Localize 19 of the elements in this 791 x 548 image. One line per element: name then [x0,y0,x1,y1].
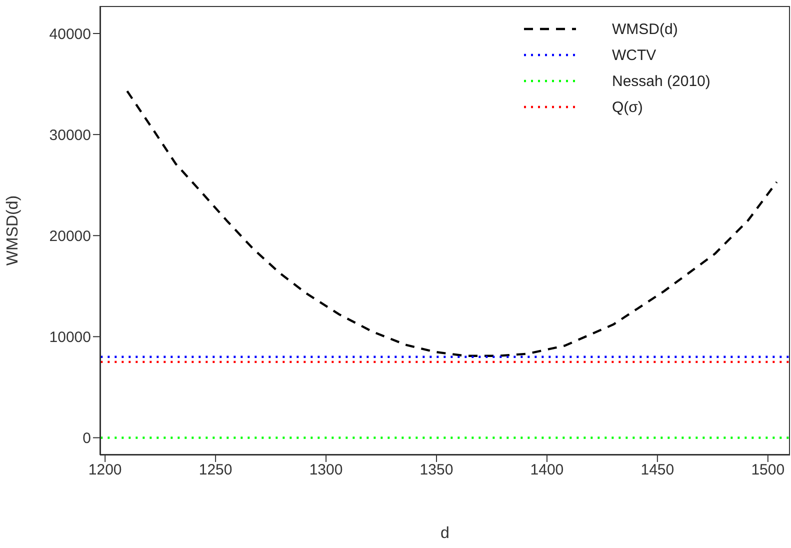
y-tick-label: 30000 [49,126,91,144]
x-tick-label: 1300 [309,462,343,479]
y-axis-title: WMSD(d) [4,195,22,266]
y-tick-label: 10000 [49,328,91,346]
x-tick-label: 1350 [420,462,454,479]
x-tick-label: 1500 [751,462,785,479]
x-tick-label: 1250 [198,462,232,479]
x-tick-label: 1200 [88,462,122,479]
x-tick-label: 1450 [640,462,674,479]
x-axis-title: d [440,525,450,542]
legend-label: WMSD(d) [612,20,678,38]
x-tick-label: 1400 [530,462,564,479]
y-tick-label: 20000 [49,228,91,245]
line-series [126,90,778,357]
y-tick-label: 0 [82,430,91,448]
legend-label: WCTV [612,46,656,64]
y-tick-label: 40000 [49,26,91,43]
legend-label: Q(σ) [612,98,643,116]
legend-label: Nessah (2010) [612,72,710,90]
